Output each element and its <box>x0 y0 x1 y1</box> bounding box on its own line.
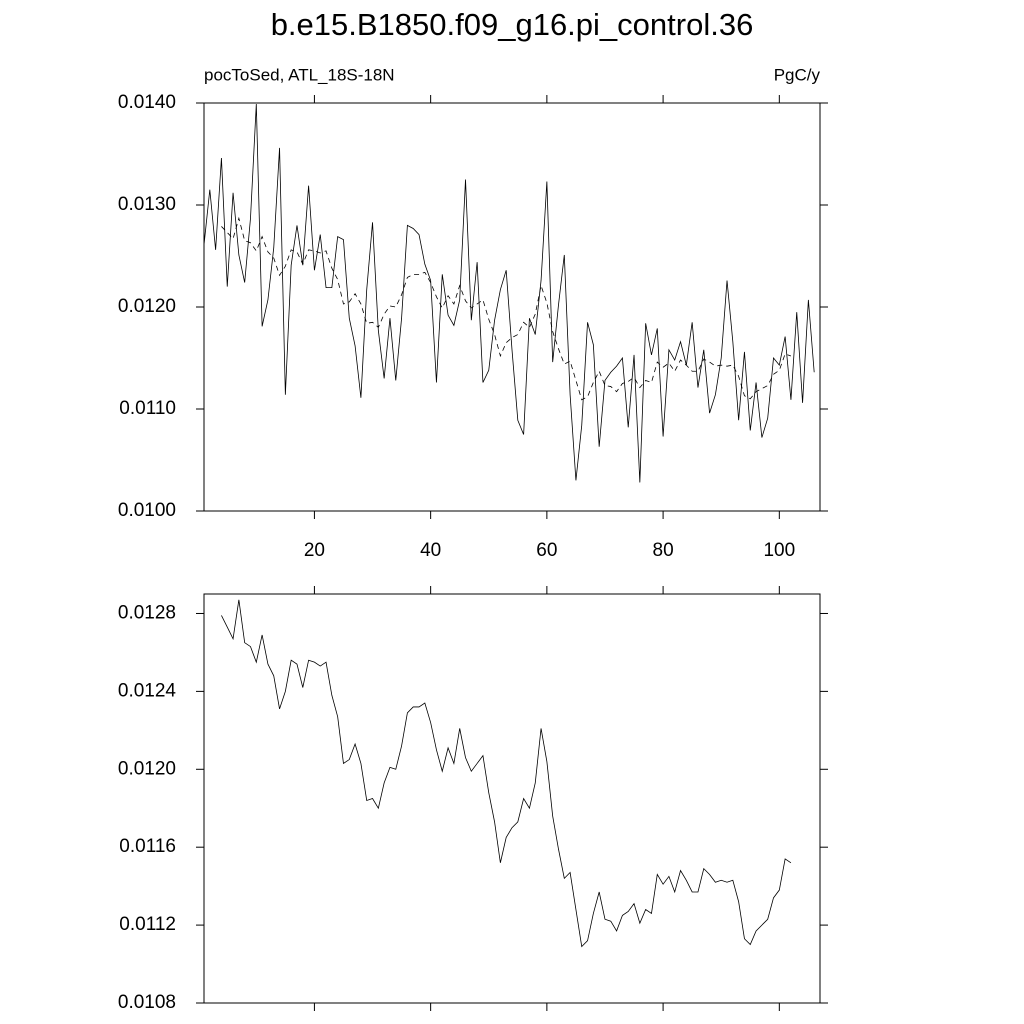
x-tick-label: 20 <box>304 540 325 561</box>
series-line <box>221 216 792 401</box>
x-tick-label: 60 <box>536 540 557 561</box>
y-tick-label: 0.0108 <box>118 992 176 1013</box>
x-tick-label: 100 <box>763 540 795 561</box>
subtitle-left: pocToSed, ATL_18S-18N <box>204 65 395 84</box>
y-tick-label: 0.0110 <box>119 398 176 419</box>
series-line <box>221 599 792 948</box>
y-tick-label: 0.0124 <box>118 680 177 701</box>
chart-title: b.e15.B1850.f09_g16.pi_control.36 <box>271 7 754 42</box>
series-line <box>203 103 815 483</box>
y-tick-label: 0.0112 <box>119 914 176 935</box>
x-tick-label: 80 <box>653 540 674 561</box>
y-tick-label: 0.0140 <box>118 92 176 113</box>
y-tick-label: 0.0120 <box>118 758 176 779</box>
x-tick-label: 40 <box>420 540 441 561</box>
y-tick-label: 0.0120 <box>118 296 176 317</box>
y-tick-label: 0.0100 <box>118 500 176 521</box>
y-tick-label: 0.0116 <box>119 836 176 857</box>
plot-frame <box>203 593 821 1004</box>
y-tick-label: 0.0130 <box>118 194 176 215</box>
y-tick-label: 0.0128 <box>118 602 176 623</box>
subtitle-right: PgC/y <box>774 65 821 84</box>
